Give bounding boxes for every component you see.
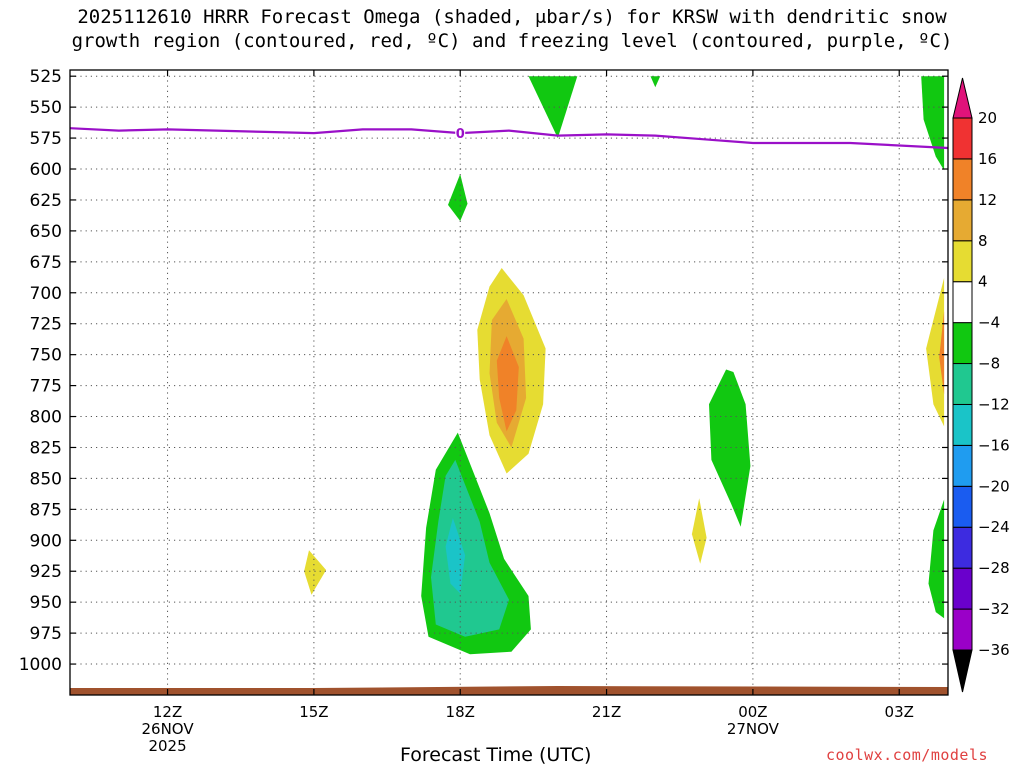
y-tick-label-675: 675: [30, 253, 62, 273]
colorbar-bin: [952, 608, 973, 651]
chart-title-line-1: 2025112610 HRRR Forecast Omega (shaded, …: [77, 6, 947, 28]
colorbar-bin: [952, 363, 973, 405]
y-tick-label-925: 925: [30, 562, 62, 582]
omega-region-orange-center: [496, 336, 519, 432]
y-tick-label-550: 550: [30, 98, 62, 118]
plot-frame: [69, 69, 949, 696]
colorbar-label: −28: [978, 559, 1010, 577]
x-tick-date-12Z: 26NOV: [141, 720, 194, 738]
omega-region-top-green-2: [650, 76, 661, 88]
colorbar-label: −32: [978, 600, 1010, 618]
y-tick-label-825: 825: [30, 438, 62, 458]
freezing-level-line: [69, 127, 949, 150]
omega-region-top-green-1: [528, 76, 578, 139]
colorbar-bin: [952, 567, 973, 610]
omega-region-yellow-925: [304, 550, 327, 595]
colorbar-bin: [952, 240, 973, 283]
freezing-level-label-bg: [455, 126, 466, 140]
y-tick-label-775: 775: [30, 377, 62, 397]
x-tick-label-12Z: 12Z: [153, 703, 182, 721]
y-tick-label-1000: 1000: [19, 655, 62, 675]
chart-title-line-2: growth region (contoured, red, ºC) and f…: [71, 30, 953, 52]
x-tick-label-03Z: 03Z: [885, 703, 914, 721]
y-tick-label-625: 625: [30, 191, 62, 211]
x-tick-year-12Z: 2025: [148, 737, 186, 755]
colorbar-bin: [952, 526, 973, 569]
colorbar-label: −36: [978, 641, 1010, 659]
colorbar-label: 4: [978, 273, 988, 291]
omega-region-yellow-900: [691, 498, 707, 564]
x-tick-label-00Z: 00Z: [738, 703, 767, 721]
colorbar-bin: [952, 199, 973, 242]
colorbar-label: 16: [978, 150, 997, 168]
y-tick-label-975: 975: [30, 624, 62, 644]
ground-surface: [70, 686, 948, 695]
colorbar-bin: [952, 117, 973, 160]
colorbar-label: −24: [978, 518, 1010, 536]
colorbar-bin: [952, 322, 973, 365]
y-tick-label-700: 700: [30, 284, 62, 304]
colorbar-bin: [952, 444, 973, 487]
colorbar-label: 20: [978, 109, 997, 127]
y-tick-label-850: 850: [30, 469, 62, 489]
x-tick-label-18Z: 18Z: [446, 703, 475, 721]
colorbar: 20 16 12 8 4 −4 −8 −12 −16 −20 −24 −28 −32 −36: [952, 77, 1010, 693]
omega-region-green-625: [448, 174, 468, 221]
colorbar-bin: [952, 403, 973, 446]
y-tick-label-950: 950: [30, 593, 62, 613]
freezing-level-label: 0: [456, 127, 465, 142]
x-axis-label: Forecast Time (UTC): [400, 744, 592, 766]
colorbar-top-arrow: [952, 77, 973, 119]
colorbar-label: −12: [978, 395, 1010, 413]
x-tick-label-21Z: 21Z: [592, 703, 621, 721]
x-tick-date-00Z: 27NOV: [727, 720, 780, 738]
colorbar-bin: [952, 281, 973, 324]
omega-region-teal-lower: [431, 459, 509, 637]
colorbar-bin: [952, 158, 973, 201]
y-tick-label-525: 525: [30, 67, 62, 87]
omega-region-right-green-low: [928, 499, 945, 619]
y-tick-label-875: 875: [30, 500, 62, 520]
y-tick-label-750: 750: [30, 346, 62, 366]
colorbar-label: −8: [978, 355, 1000, 373]
colorbar-label: 8: [978, 232, 988, 250]
colorbar-label: −20: [978, 477, 1010, 495]
colorbar-bin: [952, 485, 973, 528]
y-tick-label-600: 600: [30, 160, 62, 180]
colorbar-bottom-arrow: [952, 649, 973, 693]
omega-region-green-mid: [709, 369, 751, 527]
y-tick-label-650: 650: [30, 222, 62, 242]
y-tick-label-725: 725: [30, 315, 62, 335]
y-tick-label-575: 575: [30, 129, 62, 149]
credit-link[interactable]: coolwx.com/models: [826, 746, 989, 764]
colorbar-label: 12: [978, 191, 997, 209]
colorbar-label: −16: [978, 436, 1010, 454]
y-tick-label-800: 800: [30, 408, 62, 428]
omega-region-right-orange: [939, 311, 945, 395]
x-tick-label-15Z: 15Z: [299, 703, 328, 721]
omega-region-right-yellow: [926, 277, 945, 427]
y-tick-label-900: 900: [30, 531, 62, 551]
colorbar-label: −4: [978, 314, 1000, 332]
